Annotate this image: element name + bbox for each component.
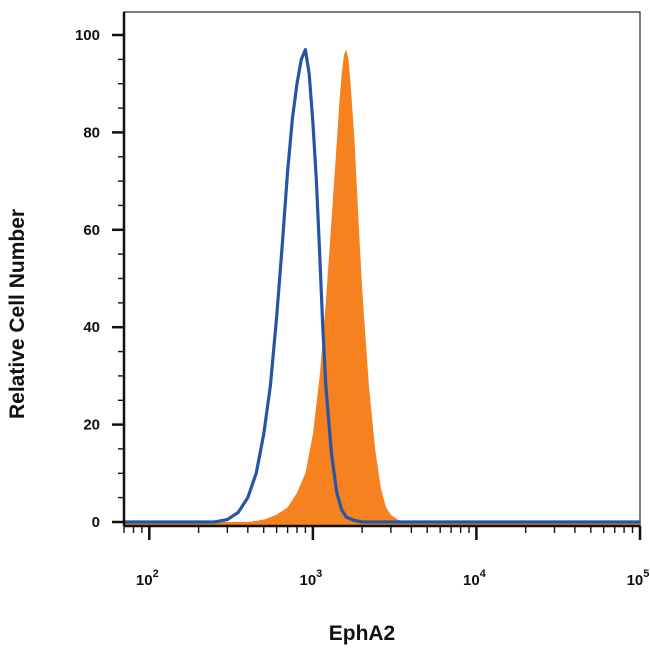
y-axis-tick-labels: 0 20 40 60 80 100: [75, 27, 100, 531]
y-tick-label: 0: [92, 514, 100, 531]
x-tick-label: 102: [136, 568, 159, 589]
y-tick-label: 60: [83, 222, 100, 239]
y-tick-label: 80: [83, 124, 100, 141]
y-tick-label: 40: [83, 319, 100, 336]
series-layer: [124, 48, 640, 526]
x-axis-ticks: [123, 526, 642, 540]
x-tick-label: 104: [463, 568, 487, 589]
y-tick-label: 20: [83, 417, 100, 434]
x-tick-exponent: 5: [643, 568, 649, 580]
x-tick-exponent: 3: [316, 568, 322, 580]
plot-frame: [123, 11, 641, 527]
y-axis-title: Relative Cell Number: [6, 209, 29, 419]
x-tick-label: 105: [627, 568, 650, 589]
x-axis-title: EphA2: [329, 622, 396, 645]
series-1-outline: [124, 48, 640, 524]
y-tick-label: 100: [75, 27, 100, 44]
x-tick-exponent: 4: [480, 568, 487, 580]
x-tick-label: 103: [299, 568, 322, 589]
x-axis-tick-labels: 102 103 104 105: [136, 568, 650, 589]
y-axis-ticks: [112, 33, 124, 524]
x-tick-exponent: 2: [153, 568, 159, 580]
